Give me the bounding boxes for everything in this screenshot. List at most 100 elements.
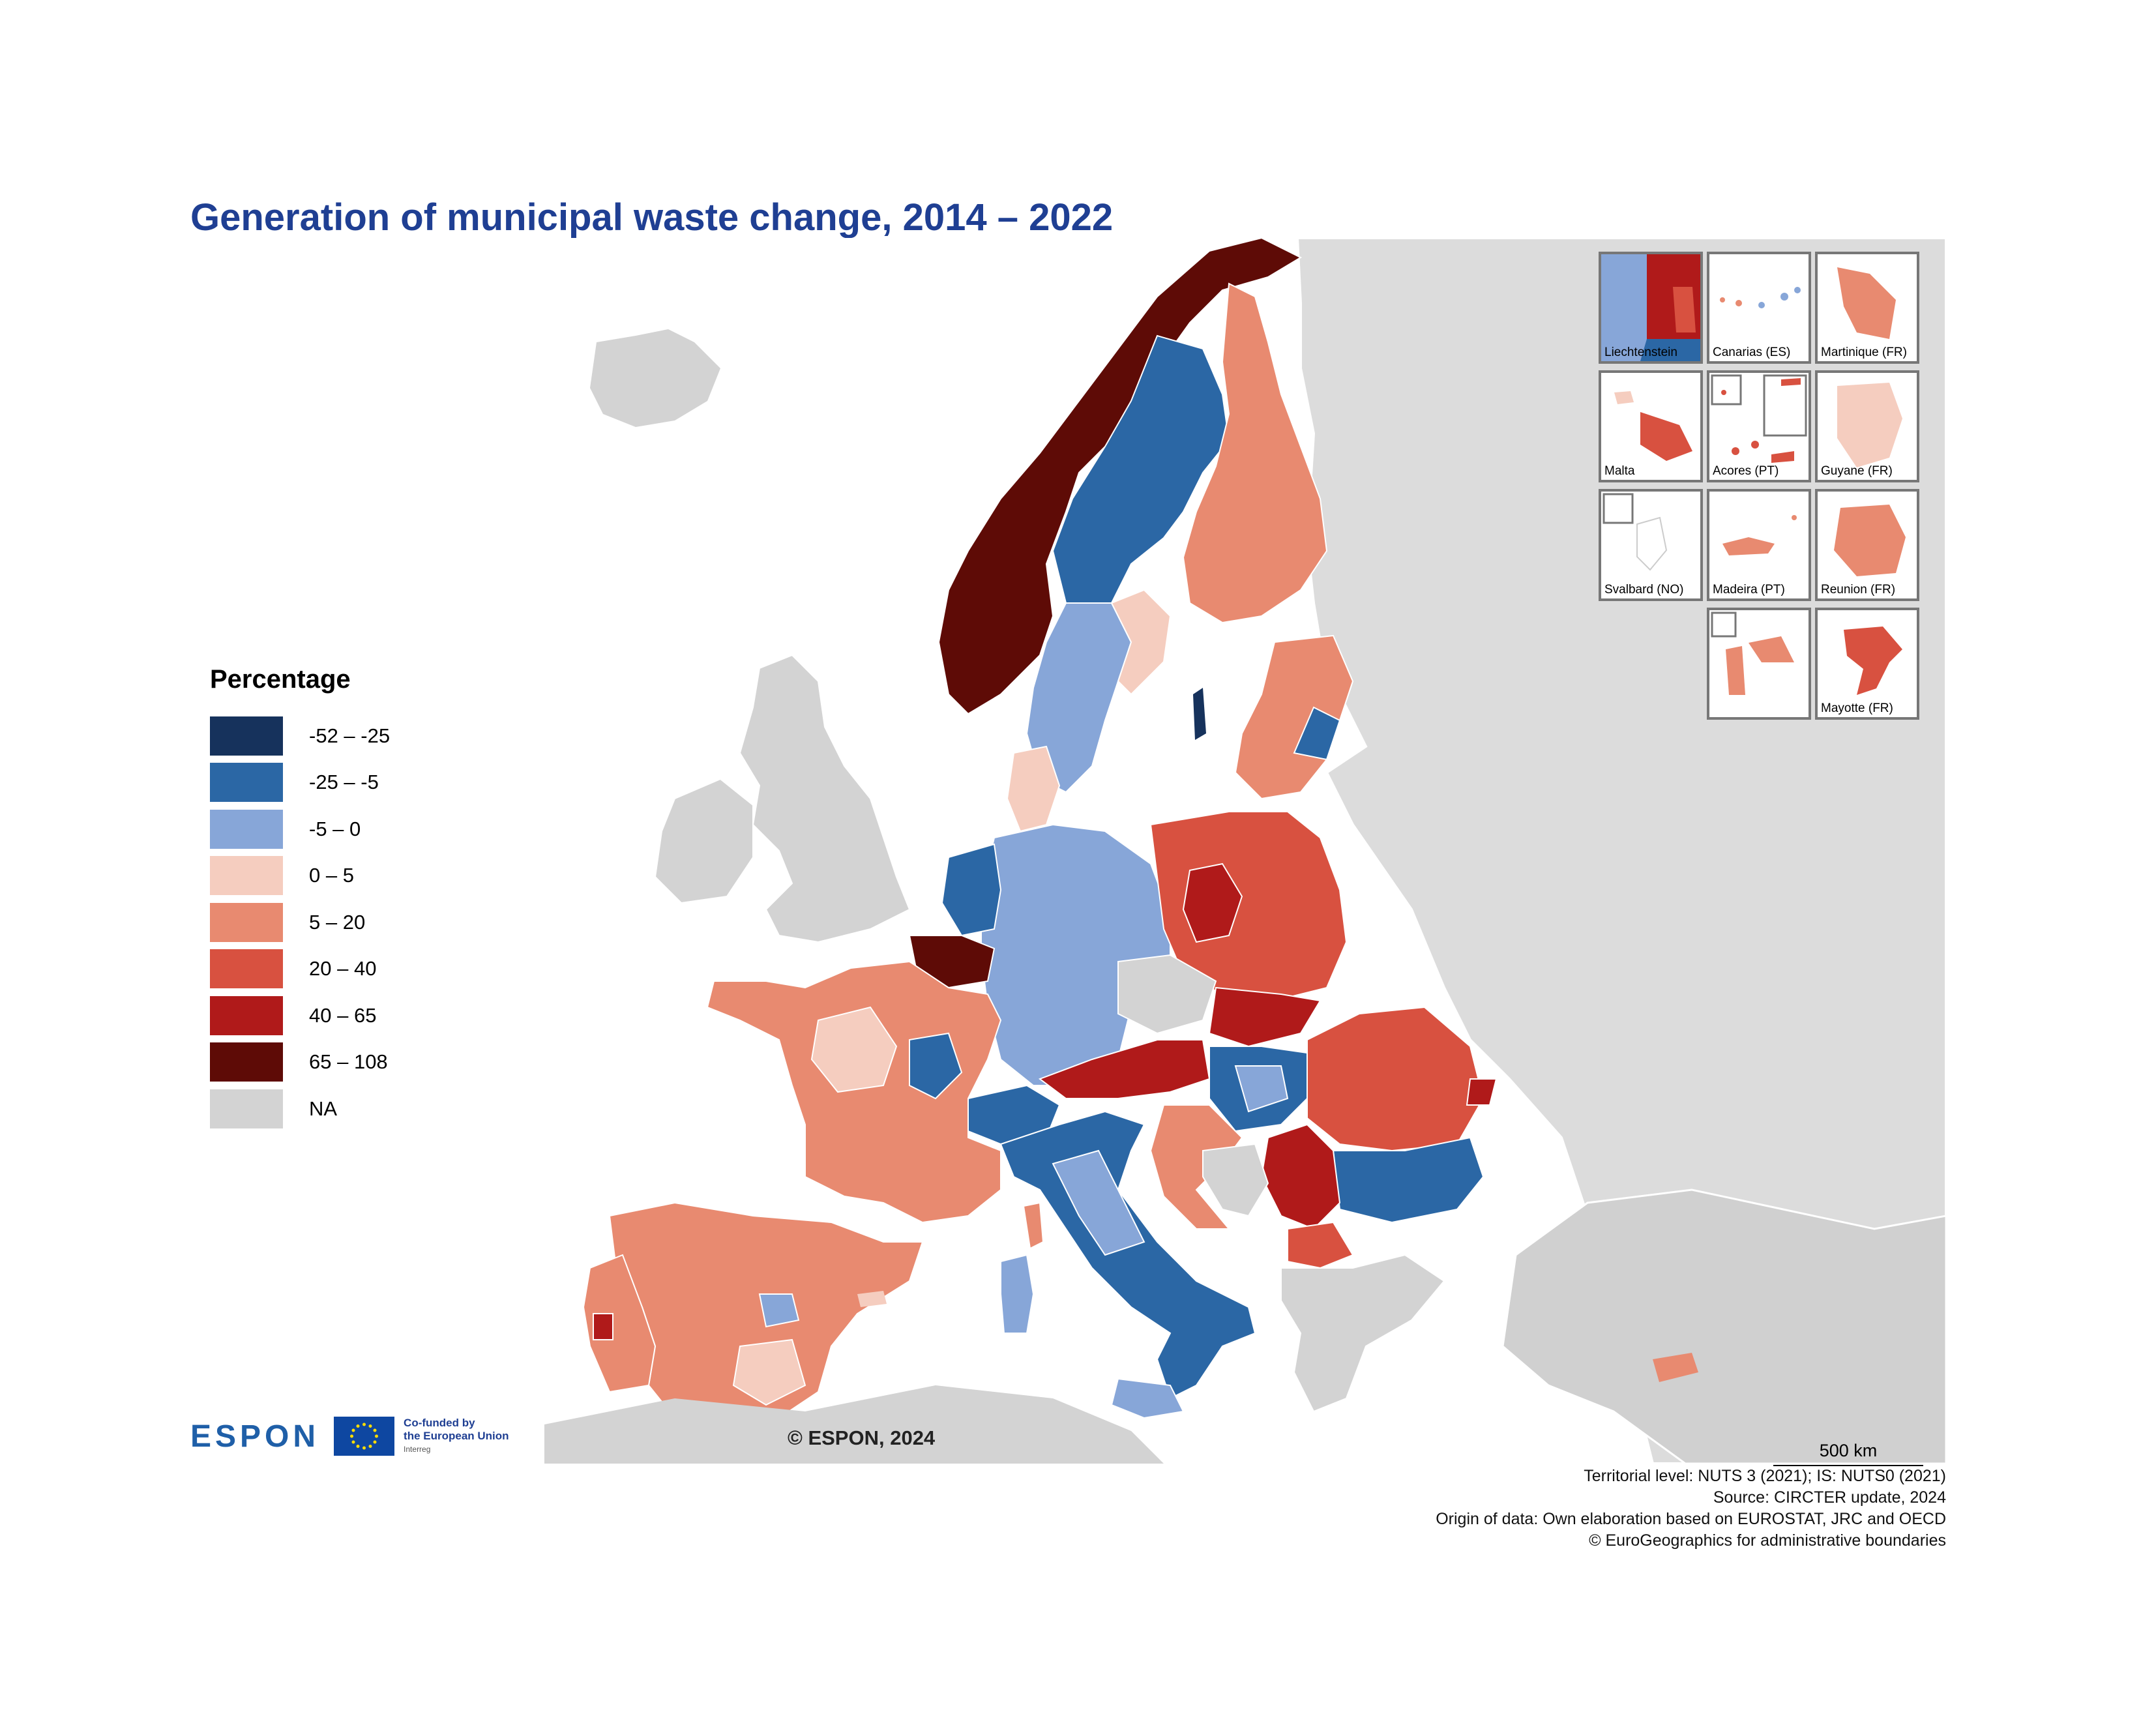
inset-label: Reunion (FR) <box>1821 583 1896 597</box>
inset-svalbard-map <box>1602 493 1668 571</box>
region-romania-east <box>1466 1078 1498 1106</box>
region-czechia <box>1117 954 1217 1035</box>
eu-text-line2: the European Union <box>404 1430 509 1442</box>
region-balearics <box>857 1291 887 1307</box>
legend-label: 5 – 20 <box>309 910 366 934</box>
footer-line: Territorial level: NUTS 3 (2021); IS: NU… <box>1584 1467 1946 1485</box>
scale-line <box>1773 1465 1923 1466</box>
inset-canarias: Canarias (ES) <box>1707 252 1811 364</box>
legend-swatch <box>210 949 283 989</box>
legend-item: -5 – 0 <box>210 806 390 853</box>
legend-label: NA <box>309 1097 338 1120</box>
inset-liechtenstein: Liechtenstein <box>1599 252 1703 364</box>
inset-guyane: Guyane (FR) <box>1815 370 1919 482</box>
legend-item: 40 – 65 <box>210 992 390 1039</box>
inset-label: Martinique (FR) <box>1821 346 1907 359</box>
region-denmark <box>1006 745 1061 833</box>
region-spain-light <box>732 1338 806 1406</box>
region-lithuania <box>1293 706 1341 761</box>
inset-label: Liechtenstein <box>1604 346 1677 359</box>
region-croatia <box>1149 1104 1243 1230</box>
legend-label: 40 – 65 <box>309 1003 377 1027</box>
legend-swatch <box>210 763 283 803</box>
footer-line: Origin of data: Own elaboration based on… <box>1436 1510 1946 1528</box>
region-north-macedonia <box>1287 1221 1354 1269</box>
inset-canarias-map <box>1720 287 1801 308</box>
map-title: Generation of municipal waste change, 20… <box>190 196 1114 239</box>
region-portugal <box>582 1254 657 1393</box>
region-turkey <box>1501 1188 1946 1464</box>
legend-item: 20 – 40 <box>210 946 390 993</box>
region-greece <box>1280 1254 1445 1413</box>
legend-item: -25 – -5 <box>210 759 390 806</box>
legend-item: 65 – 108 <box>210 1039 390 1086</box>
legend: Percentage -52 – -25 -25 – -5 -5 – 0 0 – 5 5… <box>210 665 390 1132</box>
inset-svalbard: Svalbard (NO) <box>1599 489 1703 601</box>
inset-malta-map <box>1614 391 1692 461</box>
region-poland-dark <box>1182 862 1243 943</box>
region-france <box>706 960 1002 1224</box>
legend-label: -25 – -5 <box>309 771 379 794</box>
region-slovakia <box>1208 986 1322 1048</box>
region-sicily <box>1110 1378 1185 1419</box>
legend-item: NA <box>210 1085 390 1132</box>
eu-text-line1: Co-funded by <box>404 1417 475 1429</box>
inset-acores: Acores (PT) <box>1707 370 1811 482</box>
copyright: © ESPON, 2024 <box>788 1426 936 1449</box>
region-united-kingdom <box>739 654 911 943</box>
legend-item: -52 – -25 <box>210 713 390 759</box>
legend-title: Percentage <box>210 665 351 694</box>
legend-label: 65 – 108 <box>309 1050 388 1074</box>
region-hungary-light <box>1234 1065 1289 1113</box>
region-finland <box>1182 282 1328 624</box>
legend-label: -52 – -25 <box>309 724 391 747</box>
inset-martinique: Martinique (FR) <box>1815 252 1919 364</box>
region-ireland <box>654 778 754 904</box>
inset-guyane-map <box>1837 383 1902 467</box>
region-bulgaria <box>1332 1136 1484 1224</box>
inset-guadeloupe-map <box>1711 612 1794 695</box>
inset-madeira-map <box>1722 515 1797 555</box>
region-gotland <box>1193 688 1206 740</box>
scale-label: 500 km <box>1819 1441 1878 1460</box>
legend-label: -5 – 0 <box>309 817 361 840</box>
region-netherlands <box>941 843 1002 937</box>
inset-label: Acores (PT) <box>1713 464 1779 478</box>
region-france-blue <box>909 1032 963 1100</box>
inset-reunion: Reunion (FR) <box>1815 489 1919 601</box>
inset-label: Svalbard (NO) <box>1604 583 1684 597</box>
legend-item: 5 – 20 <box>210 899 390 946</box>
inset-label: Madeira (PT) <box>1713 583 1785 597</box>
region-sweden-mid <box>1110 589 1172 696</box>
region-sardinia <box>1000 1254 1035 1334</box>
inset-maps: Liechtenstein Canarias (ES) Martinique (… <box>1599 252 1925 721</box>
scale-bar: 500 km <box>1773 1441 1923 1466</box>
inset-malta: Malta <box>1599 370 1703 482</box>
inset-guadeloupe <box>1707 608 1811 720</box>
region-corsica <box>1022 1202 1044 1250</box>
legend-swatch <box>210 856 283 896</box>
footer-notes: Territorial level: NUTS 3 (2021); IS: NU… <box>1436 1466 1946 1552</box>
region-north-africa <box>544 1385 1164 1464</box>
eu-text-line3: Interreg <box>404 1445 431 1454</box>
footer-line: Source: CIRCTER update, 2024 <box>1713 1488 1946 1507</box>
legend-label: 20 – 40 <box>309 957 377 980</box>
eu-flag-icon <box>334 1417 395 1456</box>
inset-acores-map <box>1711 374 1807 463</box>
region-spain-blue <box>758 1293 800 1328</box>
region-bosnia <box>1202 1143 1269 1217</box>
inset-martinique-map <box>1837 267 1896 339</box>
legend-item: 0 – 5 <box>210 853 390 900</box>
region-romania <box>1307 1006 1484 1152</box>
legend-label: 0 – 5 <box>309 864 354 887</box>
region-poland <box>1149 811 1348 1002</box>
region-italy-light <box>1052 1149 1145 1256</box>
region-cyprus <box>1653 1353 1698 1382</box>
region-iceland <box>590 329 720 427</box>
eu-stars-icon <box>350 1423 379 1450</box>
inset-label: Mayotte (FR) <box>1821 701 1893 715</box>
inset-label: Guyane (FR) <box>1821 464 1893 478</box>
legend-swatch <box>210 995 283 1035</box>
eu-cofunded-text: Co-funded by the European Union Interreg <box>404 1417 509 1456</box>
inset-mayotte-map <box>1844 627 1902 695</box>
